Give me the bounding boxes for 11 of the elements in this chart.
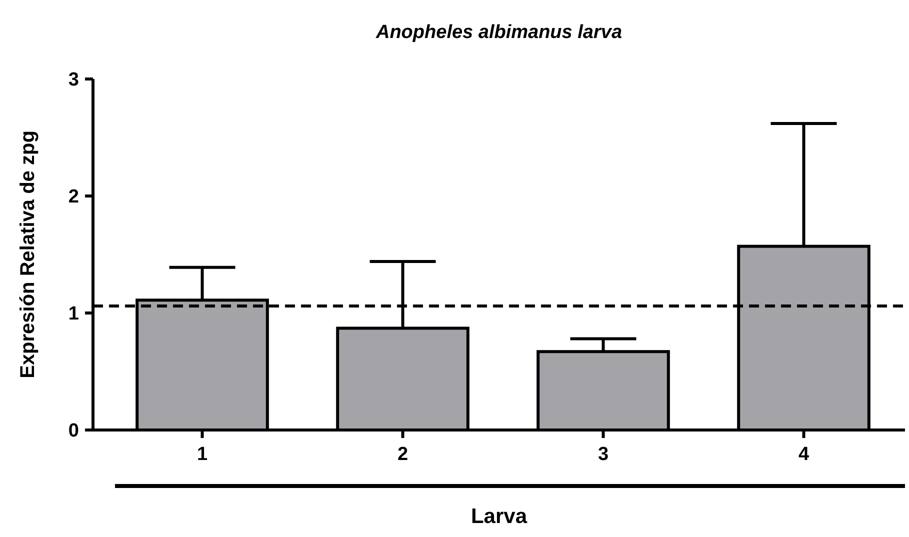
x-tick-label: 1 <box>196 444 208 465</box>
chart-title: Anopheles albimanus larva <box>374 22 622 43</box>
x-tick-label: 2 <box>397 444 408 465</box>
y-tick-label: 3 <box>68 70 79 91</box>
y-tick-label: 1 <box>68 304 80 325</box>
x-tick-label: 3 <box>598 444 609 465</box>
x-tick-label: 4 <box>798 444 810 465</box>
y-axis-title: Expresión Relativa de zpg <box>17 130 39 378</box>
y-tick-label: 0 <box>68 420 79 442</box>
x-axis-title: Larva <box>470 505 528 528</box>
y-tick-label: 2 <box>68 186 79 208</box>
